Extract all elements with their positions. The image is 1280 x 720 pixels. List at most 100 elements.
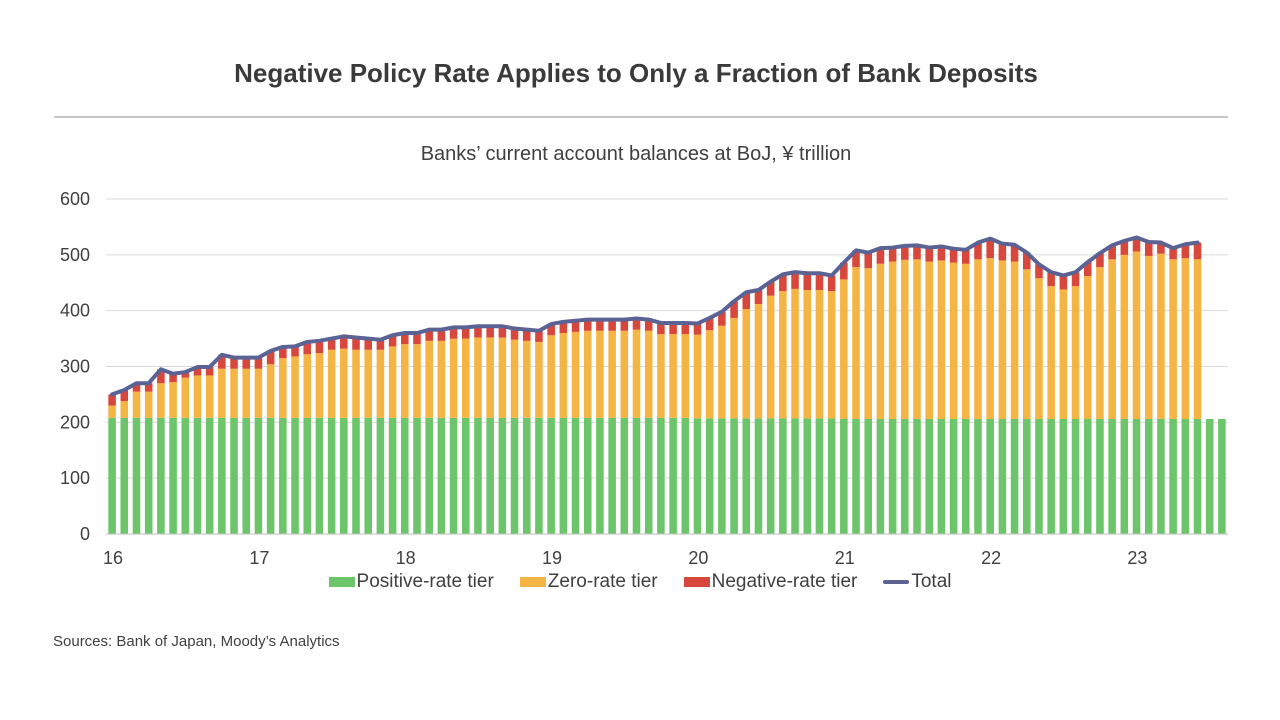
bar-positive-tier <box>1035 418 1043 534</box>
bar-zero-tier <box>327 349 336 418</box>
legend-swatch-zero <box>519 577 546 587</box>
bar-positive-tier <box>1218 418 1226 534</box>
bar-positive-tier <box>949 418 958 534</box>
bar-negative-tier <box>864 252 873 269</box>
bar-zero-tier <box>937 260 946 419</box>
legend-item-negative: Negative-rate tier <box>683 571 857 593</box>
bar-positive-tier <box>705 418 714 534</box>
bar-positive-tier <box>157 417 165 534</box>
bar-negative-tier <box>1132 237 1141 252</box>
bar-negative-tier <box>254 357 263 369</box>
bar-negative-tier <box>181 372 190 378</box>
bar-negative-tier <box>535 330 543 342</box>
bar-positive-tier <box>827 418 836 534</box>
bar-zero-tier <box>230 368 238 418</box>
bar-zero-tier <box>169 382 177 418</box>
bar-positive-tier <box>266 417 275 534</box>
bar-zero-tier <box>876 263 885 419</box>
bar-negative-tier <box>986 238 994 259</box>
bar-zero-tier <box>827 291 836 419</box>
bar-positive-tier <box>1096 418 1104 534</box>
bar-negative-tier <box>1010 244 1019 262</box>
bar-positive-tier <box>474 417 482 534</box>
bar-zero-tier <box>596 330 604 418</box>
bar-negative-tier <box>913 245 921 260</box>
bar-negative-tier <box>266 350 275 365</box>
bar-zero-tier <box>742 308 751 419</box>
legend-swatch-total <box>883 580 910 584</box>
bar-negative-tier <box>413 333 421 345</box>
bar-negative-tier <box>583 319 592 331</box>
bar-negative-tier <box>1071 272 1080 287</box>
bar-positive-tier <box>669 417 677 534</box>
bar-negative-tier <box>401 333 409 345</box>
bar-zero-tier <box>766 295 775 419</box>
bar-positive-tier <box>169 417 177 534</box>
bar-negative-tier <box>876 248 885 264</box>
bar-positive-tier <box>1157 418 1165 534</box>
bar-positive-tier <box>571 417 580 534</box>
bar-negative-tier <box>1047 272 1055 287</box>
bar-positive-tier <box>1205 418 1214 534</box>
bar-positive-tier <box>461 417 470 534</box>
bar-negative-tier <box>352 337 360 350</box>
bar-zero-tier <box>315 353 324 418</box>
bar-negative-tier <box>169 373 177 383</box>
bar-negative-tier <box>840 262 848 280</box>
bar-negative-tier <box>888 247 897 262</box>
bar-zero-tier <box>949 262 958 419</box>
bar-positive-tier <box>693 418 702 534</box>
bar-zero-tier <box>388 346 397 418</box>
bar-negative-tier <box>779 274 787 292</box>
bar-zero-tier <box>1035 278 1043 419</box>
bar-negative-tier <box>1181 244 1190 259</box>
bar-positive-tier <box>425 417 433 534</box>
bar-positive-tier <box>632 417 641 534</box>
bar-positive-tier <box>852 418 860 534</box>
bar-zero-tier <box>803 290 812 419</box>
bar-negative-tier <box>1022 252 1031 270</box>
bar-positive-tier <box>522 417 531 534</box>
bar-positive-tier <box>291 417 299 534</box>
bar-negative-tier <box>657 322 665 335</box>
bar-negative-tier <box>791 272 799 289</box>
bar-positive-tier <box>132 417 141 534</box>
y-tick-label: 500 <box>60 245 90 265</box>
bar-positive-tier <box>364 417 372 534</box>
bar-negative-tier <box>937 246 946 261</box>
bar-zero-tier <box>559 333 568 418</box>
bar-zero-tier <box>608 330 616 418</box>
bar-negative-tier <box>230 357 238 369</box>
bar-negative-tier <box>449 327 458 339</box>
bar-negative-tier <box>1157 242 1165 254</box>
bar-negative-tier <box>157 369 165 384</box>
y-tick-label: 100 <box>60 468 90 488</box>
bar-positive-tier <box>913 418 921 534</box>
bar-negative-tier <box>376 339 385 350</box>
bar-zero-tier <box>498 337 507 418</box>
bar-negative-tier <box>522 329 531 341</box>
bar-positive-tier <box>754 418 763 534</box>
bar-negative-tier <box>388 335 397 347</box>
bar-zero-tier <box>157 383 165 418</box>
bar-positive-tier <box>144 417 153 534</box>
bar-positive-tier <box>108 417 116 534</box>
bar-positive-tier <box>340 417 348 534</box>
bar-positive-tier <box>1193 418 1202 534</box>
bar-negative-tier <box>730 301 738 318</box>
bar-zero-tier <box>1120 254 1129 419</box>
bar-negative-tier <box>1035 264 1043 279</box>
y-tick-label: 300 <box>60 357 90 377</box>
bar-positive-tier <box>279 417 287 534</box>
bar-positive-tier <box>205 417 214 534</box>
bar-zero-tier <box>1010 261 1019 419</box>
bar-zero-tier <box>730 317 738 419</box>
bar-zero-tier <box>1181 258 1190 419</box>
bar-zero-tier <box>657 334 665 418</box>
bar-negative-tier <box>364 338 372 350</box>
bar-negative-tier <box>681 322 690 335</box>
bar-positive-tier <box>974 418 982 534</box>
bar-positive-tier <box>1071 418 1080 534</box>
bar-zero-tier <box>901 259 909 419</box>
bar-positive-tier <box>327 417 336 534</box>
